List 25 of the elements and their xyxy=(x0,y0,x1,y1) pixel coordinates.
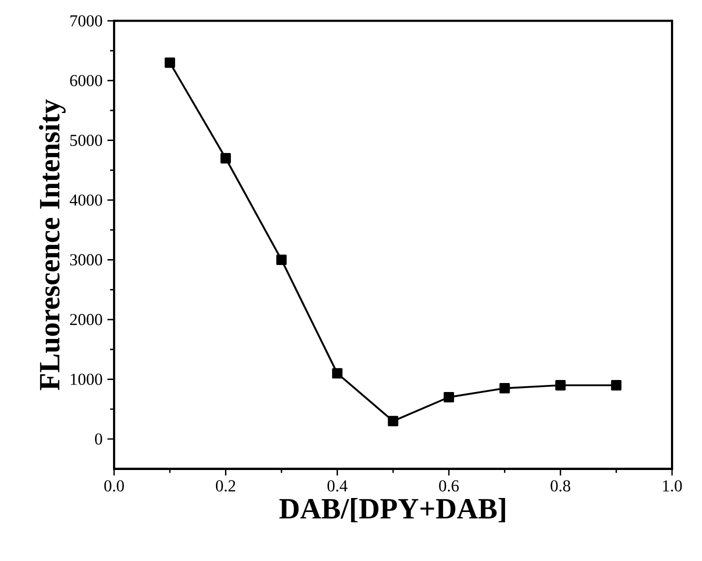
y-tick-label: 4000 xyxy=(70,194,102,206)
y-tick-label: 2000 xyxy=(70,314,102,326)
point xyxy=(388,416,398,426)
point xyxy=(276,254,287,265)
x-tick-label: 0.6 xyxy=(439,480,459,492)
x-tick-label: 0.8 xyxy=(550,480,570,492)
y-tick-label: 7000 xyxy=(70,15,102,26)
y-tick-label: 0 xyxy=(95,433,102,445)
x-tick-label: 0.2 xyxy=(216,480,236,492)
point xyxy=(555,380,566,390)
y-tick-label: 5000 xyxy=(70,134,102,146)
y-tick-label: 3000 xyxy=(70,254,102,266)
point xyxy=(332,368,342,378)
x-tick-label: 0.4 xyxy=(327,480,348,492)
y-axis-title: FLuorescence Intensity xyxy=(38,99,66,390)
point xyxy=(611,380,622,390)
point xyxy=(220,153,231,164)
y-tick-label: 6000 xyxy=(70,74,102,86)
x-tick-label: 1.0 xyxy=(663,480,682,492)
x-axis-title: DAB/[DPY+DAB] xyxy=(279,498,506,522)
y-tick-label: 1000 xyxy=(70,374,102,385)
x-tick-label: 0.0 xyxy=(104,480,124,492)
point xyxy=(444,392,454,402)
point xyxy=(499,383,510,394)
point xyxy=(164,57,176,68)
